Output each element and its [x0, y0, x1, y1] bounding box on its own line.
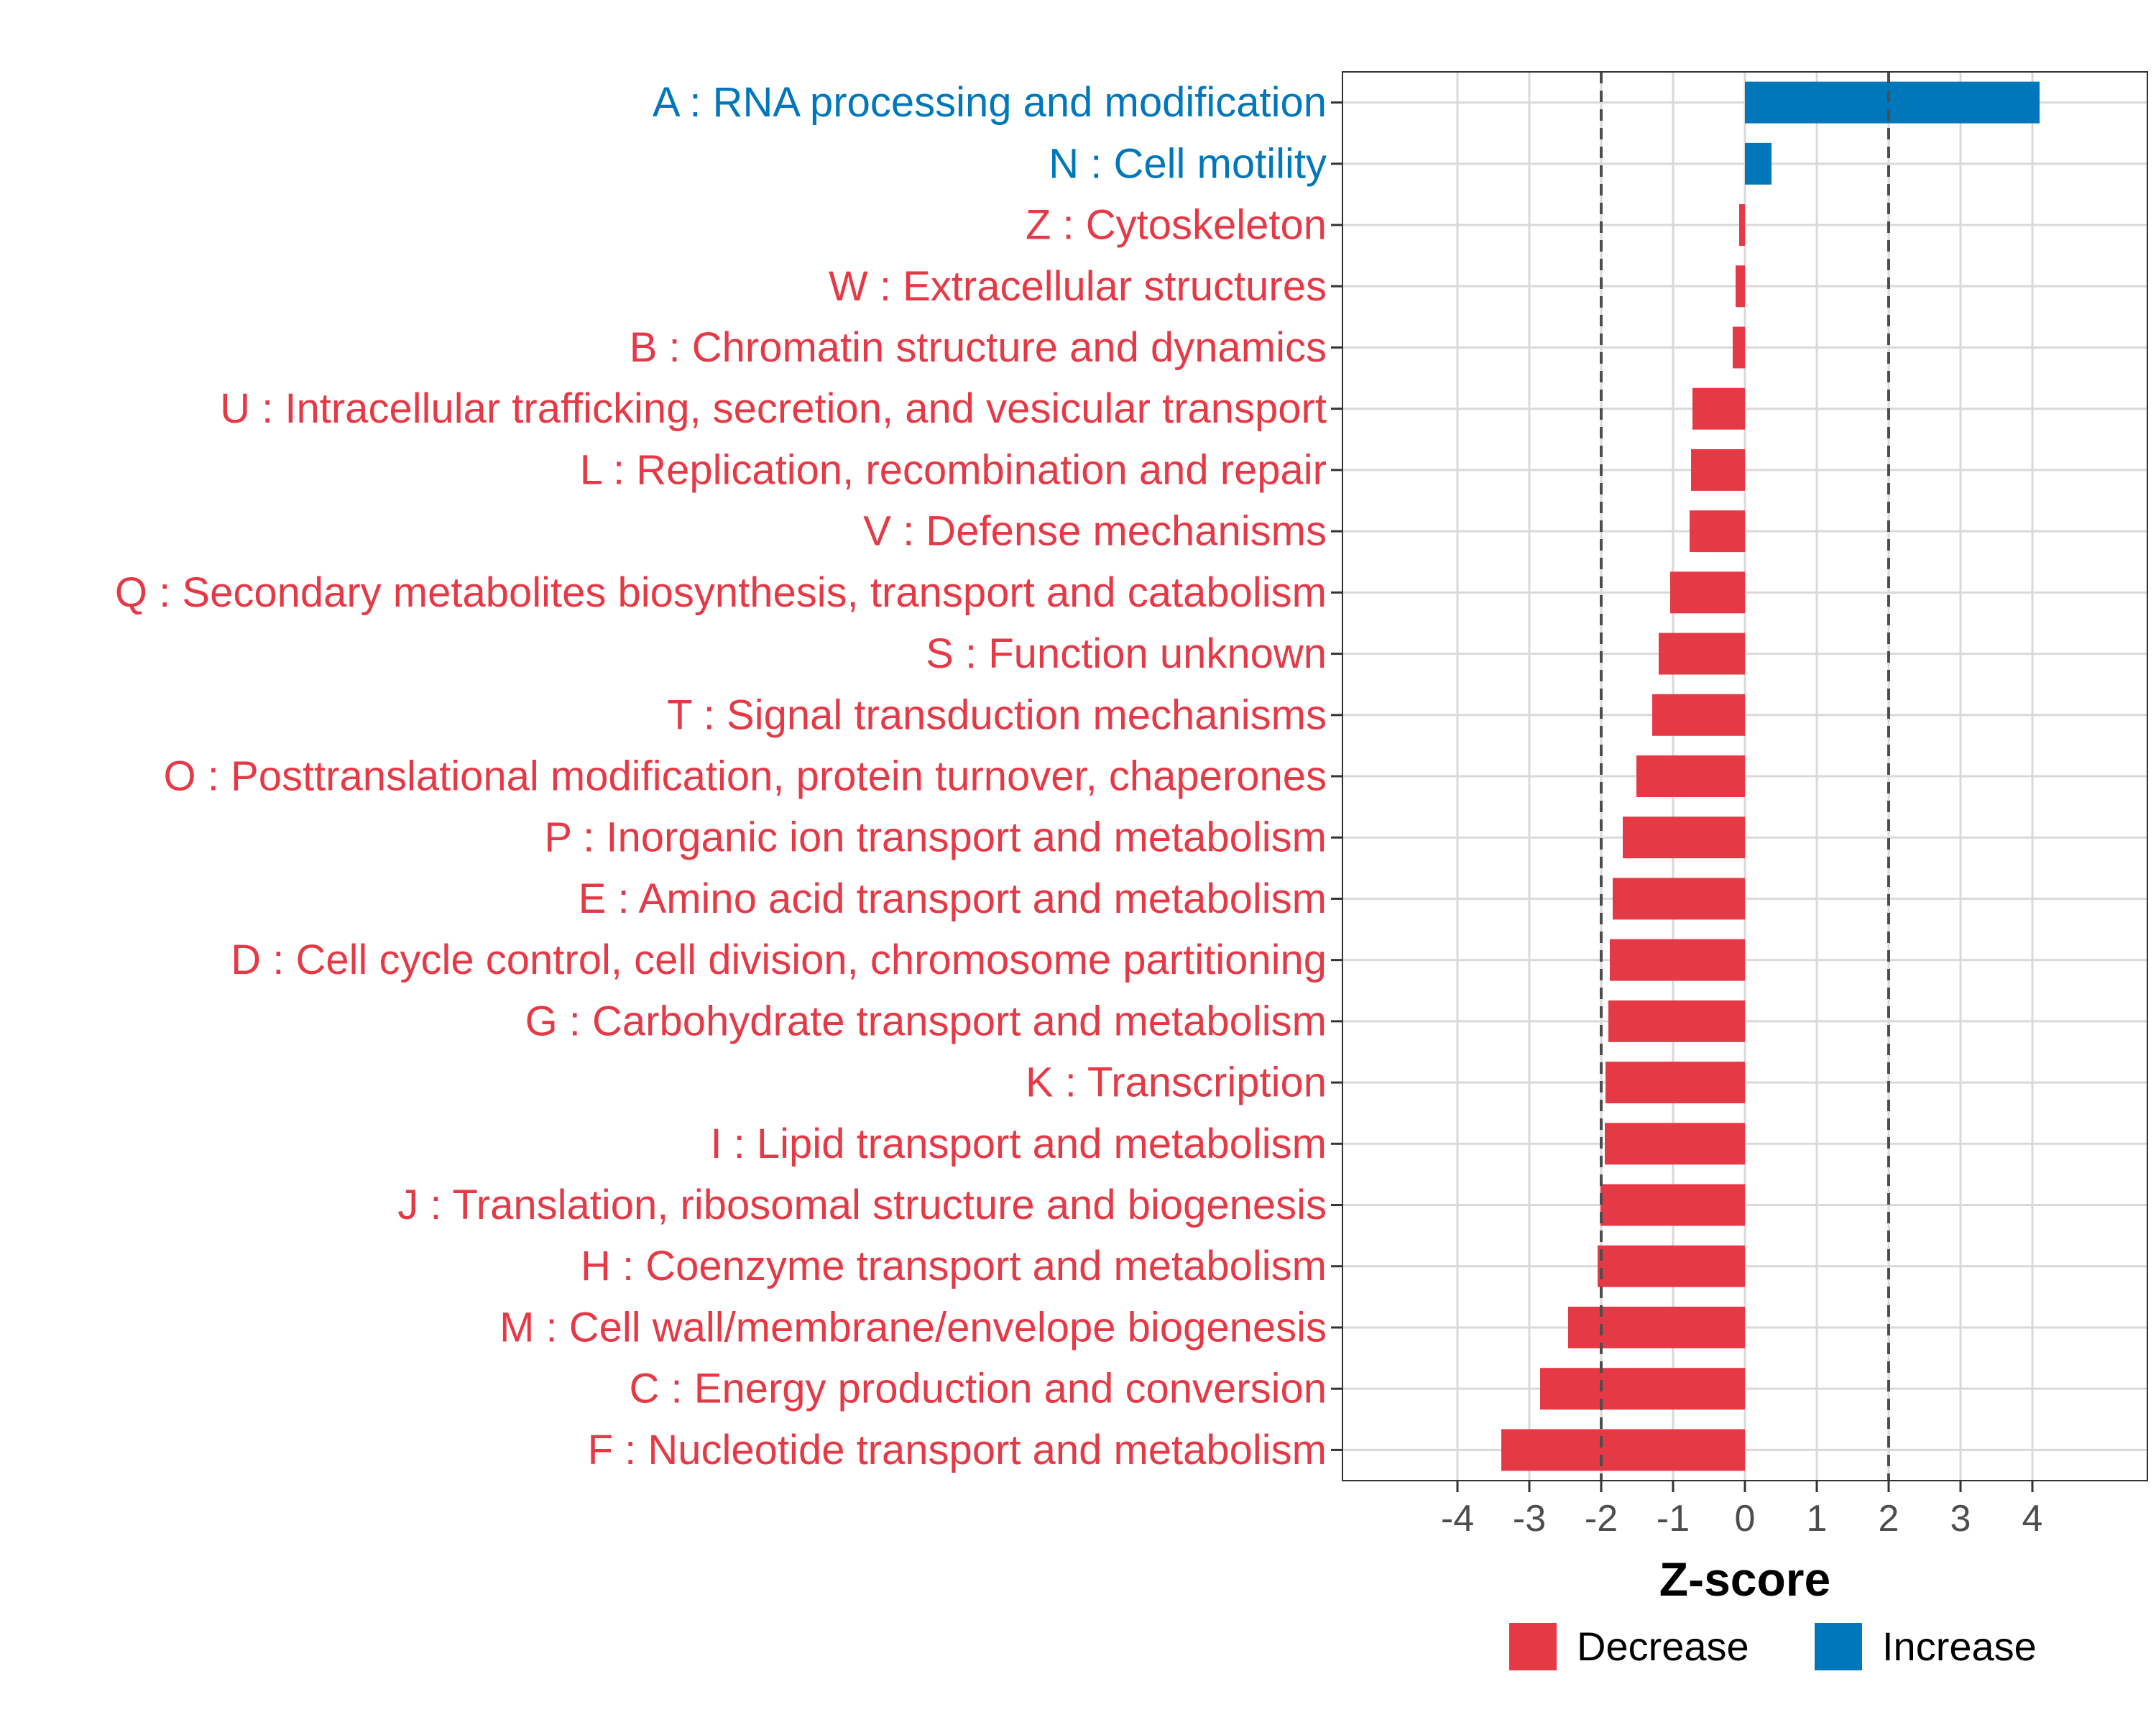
- bar: [1652, 694, 1745, 736]
- category-label: Q : Secondary metabolites biosynthesis, …: [115, 569, 1327, 616]
- legend-label-increase: Increase: [1882, 1624, 2037, 1669]
- category-label: E : Amino acid transport and metabolism: [579, 875, 1327, 922]
- x-tick-label: -1: [1657, 1498, 1690, 1540]
- bar: [1745, 81, 2040, 124]
- bar: [1608, 1000, 1745, 1042]
- x-tick-label: -3: [1513, 1498, 1546, 1540]
- category-label: J : Translation, ribosomal structure and…: [397, 1182, 1327, 1228]
- bar: [1623, 816, 1745, 859]
- bar: [1670, 571, 1745, 614]
- legend-label-decrease: Decrease: [1577, 1624, 1749, 1669]
- bar: [1610, 939, 1745, 981]
- bar: [1692, 387, 1745, 430]
- x-tick-label: 4: [2022, 1498, 2043, 1540]
- x-tick-label: 3: [1950, 1498, 1971, 1540]
- bar: [1733, 326, 1745, 369]
- category-label: A : RNA processing and modification: [653, 79, 1327, 126]
- bar: [1745, 142, 1772, 185]
- category-label: C : Energy production and conversion: [630, 1366, 1327, 1412]
- x-tick-label: -4: [1441, 1498, 1474, 1540]
- category-label: N : Cell motility: [1049, 140, 1327, 187]
- category-label: H : Coenzyme transport and metabolism: [581, 1243, 1327, 1289]
- x-tick-label: -2: [1585, 1498, 1618, 1540]
- category-label: V : Defense mechanisms: [863, 508, 1327, 555]
- reference-lines: [1600, 72, 1890, 1481]
- bar: [1568, 1306, 1745, 1348]
- bar: [1501, 1429, 1745, 1471]
- category-label: T : Signal transduction mechanisms: [667, 691, 1327, 738]
- category-label: M : Cell wall/membrane/envelope biogenes…: [499, 1304, 1327, 1351]
- category-label: S : Function unknown: [926, 630, 1327, 677]
- category-label: B : Chromatin structure and dynamics: [630, 324, 1327, 371]
- bar: [1600, 1184, 1745, 1226]
- x-tick-label: 0: [1735, 1498, 1756, 1540]
- x-axis-title: Z-score: [1659, 1552, 1830, 1606]
- category-label: L : Replication, recombination and repai…: [580, 446, 1327, 493]
- bar: [1606, 1062, 1745, 1104]
- bar: [1736, 265, 1745, 308]
- bar: [1636, 755, 1745, 797]
- category-label: O : Posttranslational modification, prot…: [164, 753, 1327, 800]
- bar: [1659, 632, 1745, 675]
- x-tick-label: 1: [1807, 1498, 1828, 1540]
- category-label: Z : Cytoskeleton: [1026, 202, 1327, 249]
- legend-swatch-decrease: [1509, 1623, 1557, 1670]
- bar: [1739, 204, 1745, 247]
- category-label: F : Nucleotide transport and metabolism: [588, 1427, 1327, 1473]
- category-label: U : Intracellular trafficking, secretion…: [220, 385, 1327, 432]
- bar: [1691, 448, 1745, 491]
- category-label: W : Extracellular structures: [829, 263, 1327, 310]
- category-label: I : Lipid transport and metabolism: [710, 1121, 1327, 1167]
- category-label: D : Cell cycle control, cell division, c…: [231, 937, 1327, 983]
- bar: [1613, 878, 1745, 920]
- legend-swatch-increase: [1815, 1623, 1862, 1670]
- y-axis-ticks: A : RNA processing and modification N : C…: [115, 79, 1342, 1473]
- x-axis-ticks: -4 -3 -2 -1 0 1 2 3 4: [1441, 1481, 2043, 1540]
- bar: [1690, 510, 1745, 553]
- bars: [1501, 81, 2040, 1471]
- x-tick-label: 2: [1879, 1498, 1899, 1540]
- legend: Decrease Increase: [1509, 1623, 2037, 1670]
- category-label: G : Carbohydrate transport and metabolis…: [525, 998, 1327, 1044]
- category-label: K : Transcription: [1026, 1059, 1327, 1106]
- category-label: P : Inorganic ion transport and metaboli…: [544, 814, 1327, 861]
- bar: [1540, 1368, 1745, 1410]
- bar: [1598, 1245, 1745, 1287]
- bar: [1605, 1123, 1745, 1165]
